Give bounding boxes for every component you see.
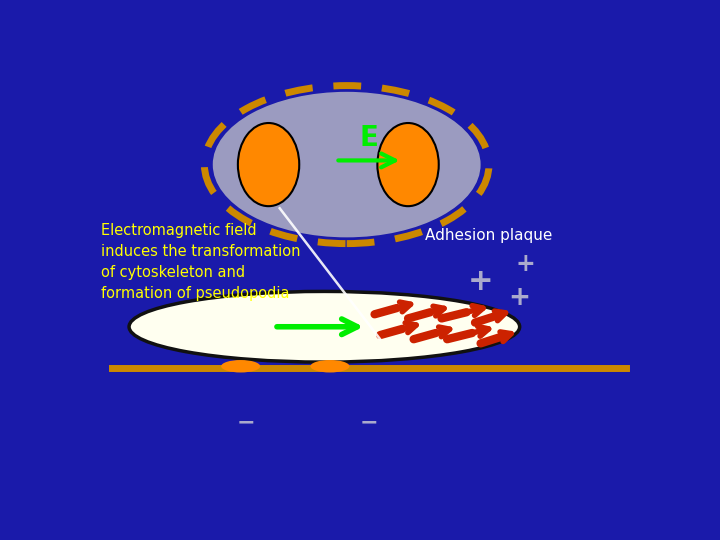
- Ellipse shape: [221, 360, 260, 373]
- Text: −: −: [360, 413, 378, 433]
- Ellipse shape: [377, 123, 438, 206]
- Ellipse shape: [129, 292, 520, 362]
- Ellipse shape: [238, 123, 300, 206]
- Text: Adhesion plaque: Adhesion plaque: [425, 228, 552, 243]
- Ellipse shape: [310, 360, 349, 373]
- Ellipse shape: [213, 92, 481, 238]
- Text: +: +: [508, 285, 531, 310]
- Text: Electromagnetic field
induces the transformation
of cytoskeleton and
formation o: Electromagnetic field induces the transf…: [101, 223, 301, 301]
- Text: E: E: [359, 124, 379, 152]
- Text: −: −: [237, 413, 256, 433]
- Text: +: +: [516, 252, 535, 276]
- Text: +: +: [468, 267, 493, 295]
